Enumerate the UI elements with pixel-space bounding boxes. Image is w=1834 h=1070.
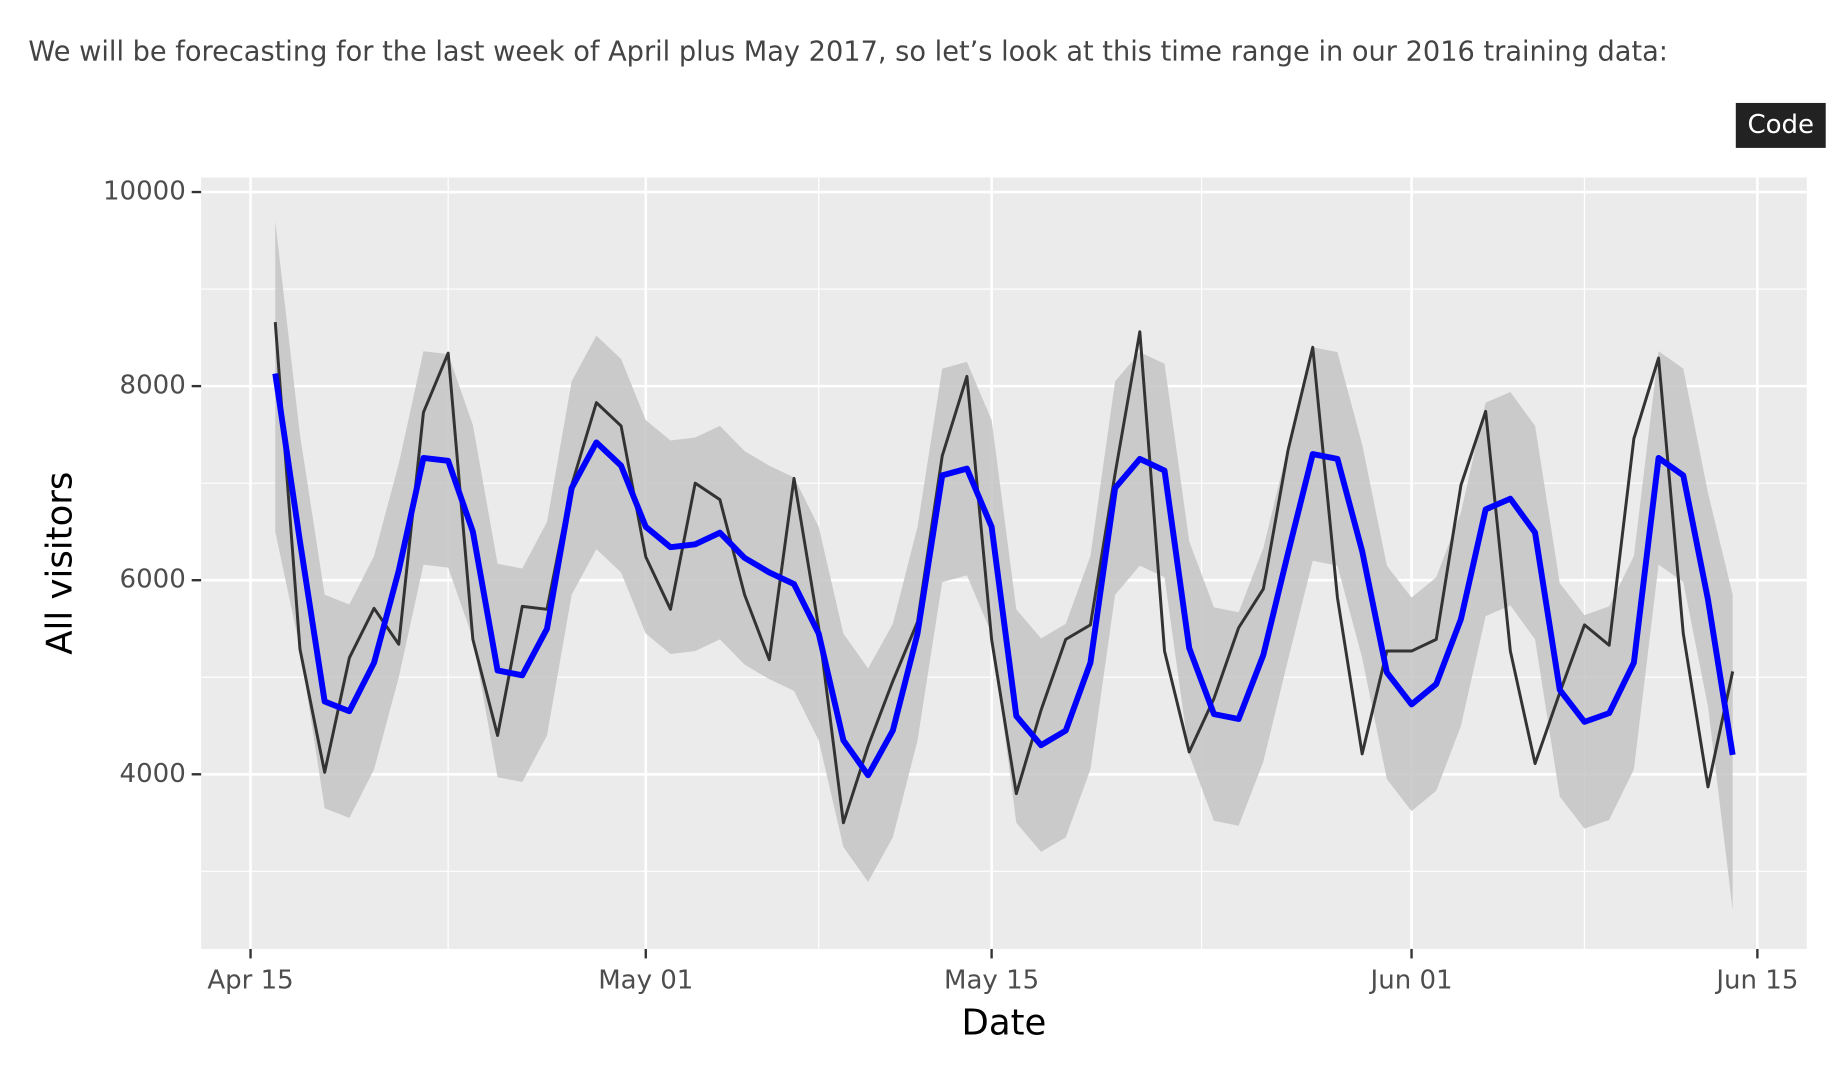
chart: 4000 6000 8000 10000 Apr 15 May 01 May 15 Jun 0… — [40, 177, 1807, 1044]
y-tick-label: 8000 — [120, 371, 186, 401]
x-tick-label: Jun 15 — [1714, 965, 1798, 995]
x-axis-title: Date — [962, 1003, 1047, 1044]
series-line — [272, 373, 1736, 779]
series-line — [273, 321, 1735, 825]
y-axis-title: All visitors — [40, 472, 81, 655]
x-tick-label: May 01 — [598, 965, 693, 995]
paragraph: We will be forecasting for the last week… — [28, 37, 1668, 68]
y-tick-label: 10000 — [103, 177, 186, 207]
x-tick-label: Jun 01 — [1369, 965, 1453, 995]
y-tick-label: 6000 — [120, 565, 186, 595]
code-button-label[interactable]: Code — [1747, 110, 1814, 140]
code-button[interactable] — [1735, 102, 1826, 148]
y-tick-label: 4000 — [120, 759, 186, 789]
confidence-band — [275, 221, 1733, 911]
x-tick-label: Apr 15 — [207, 965, 293, 995]
x-tick-label: May 15 — [944, 965, 1039, 995]
